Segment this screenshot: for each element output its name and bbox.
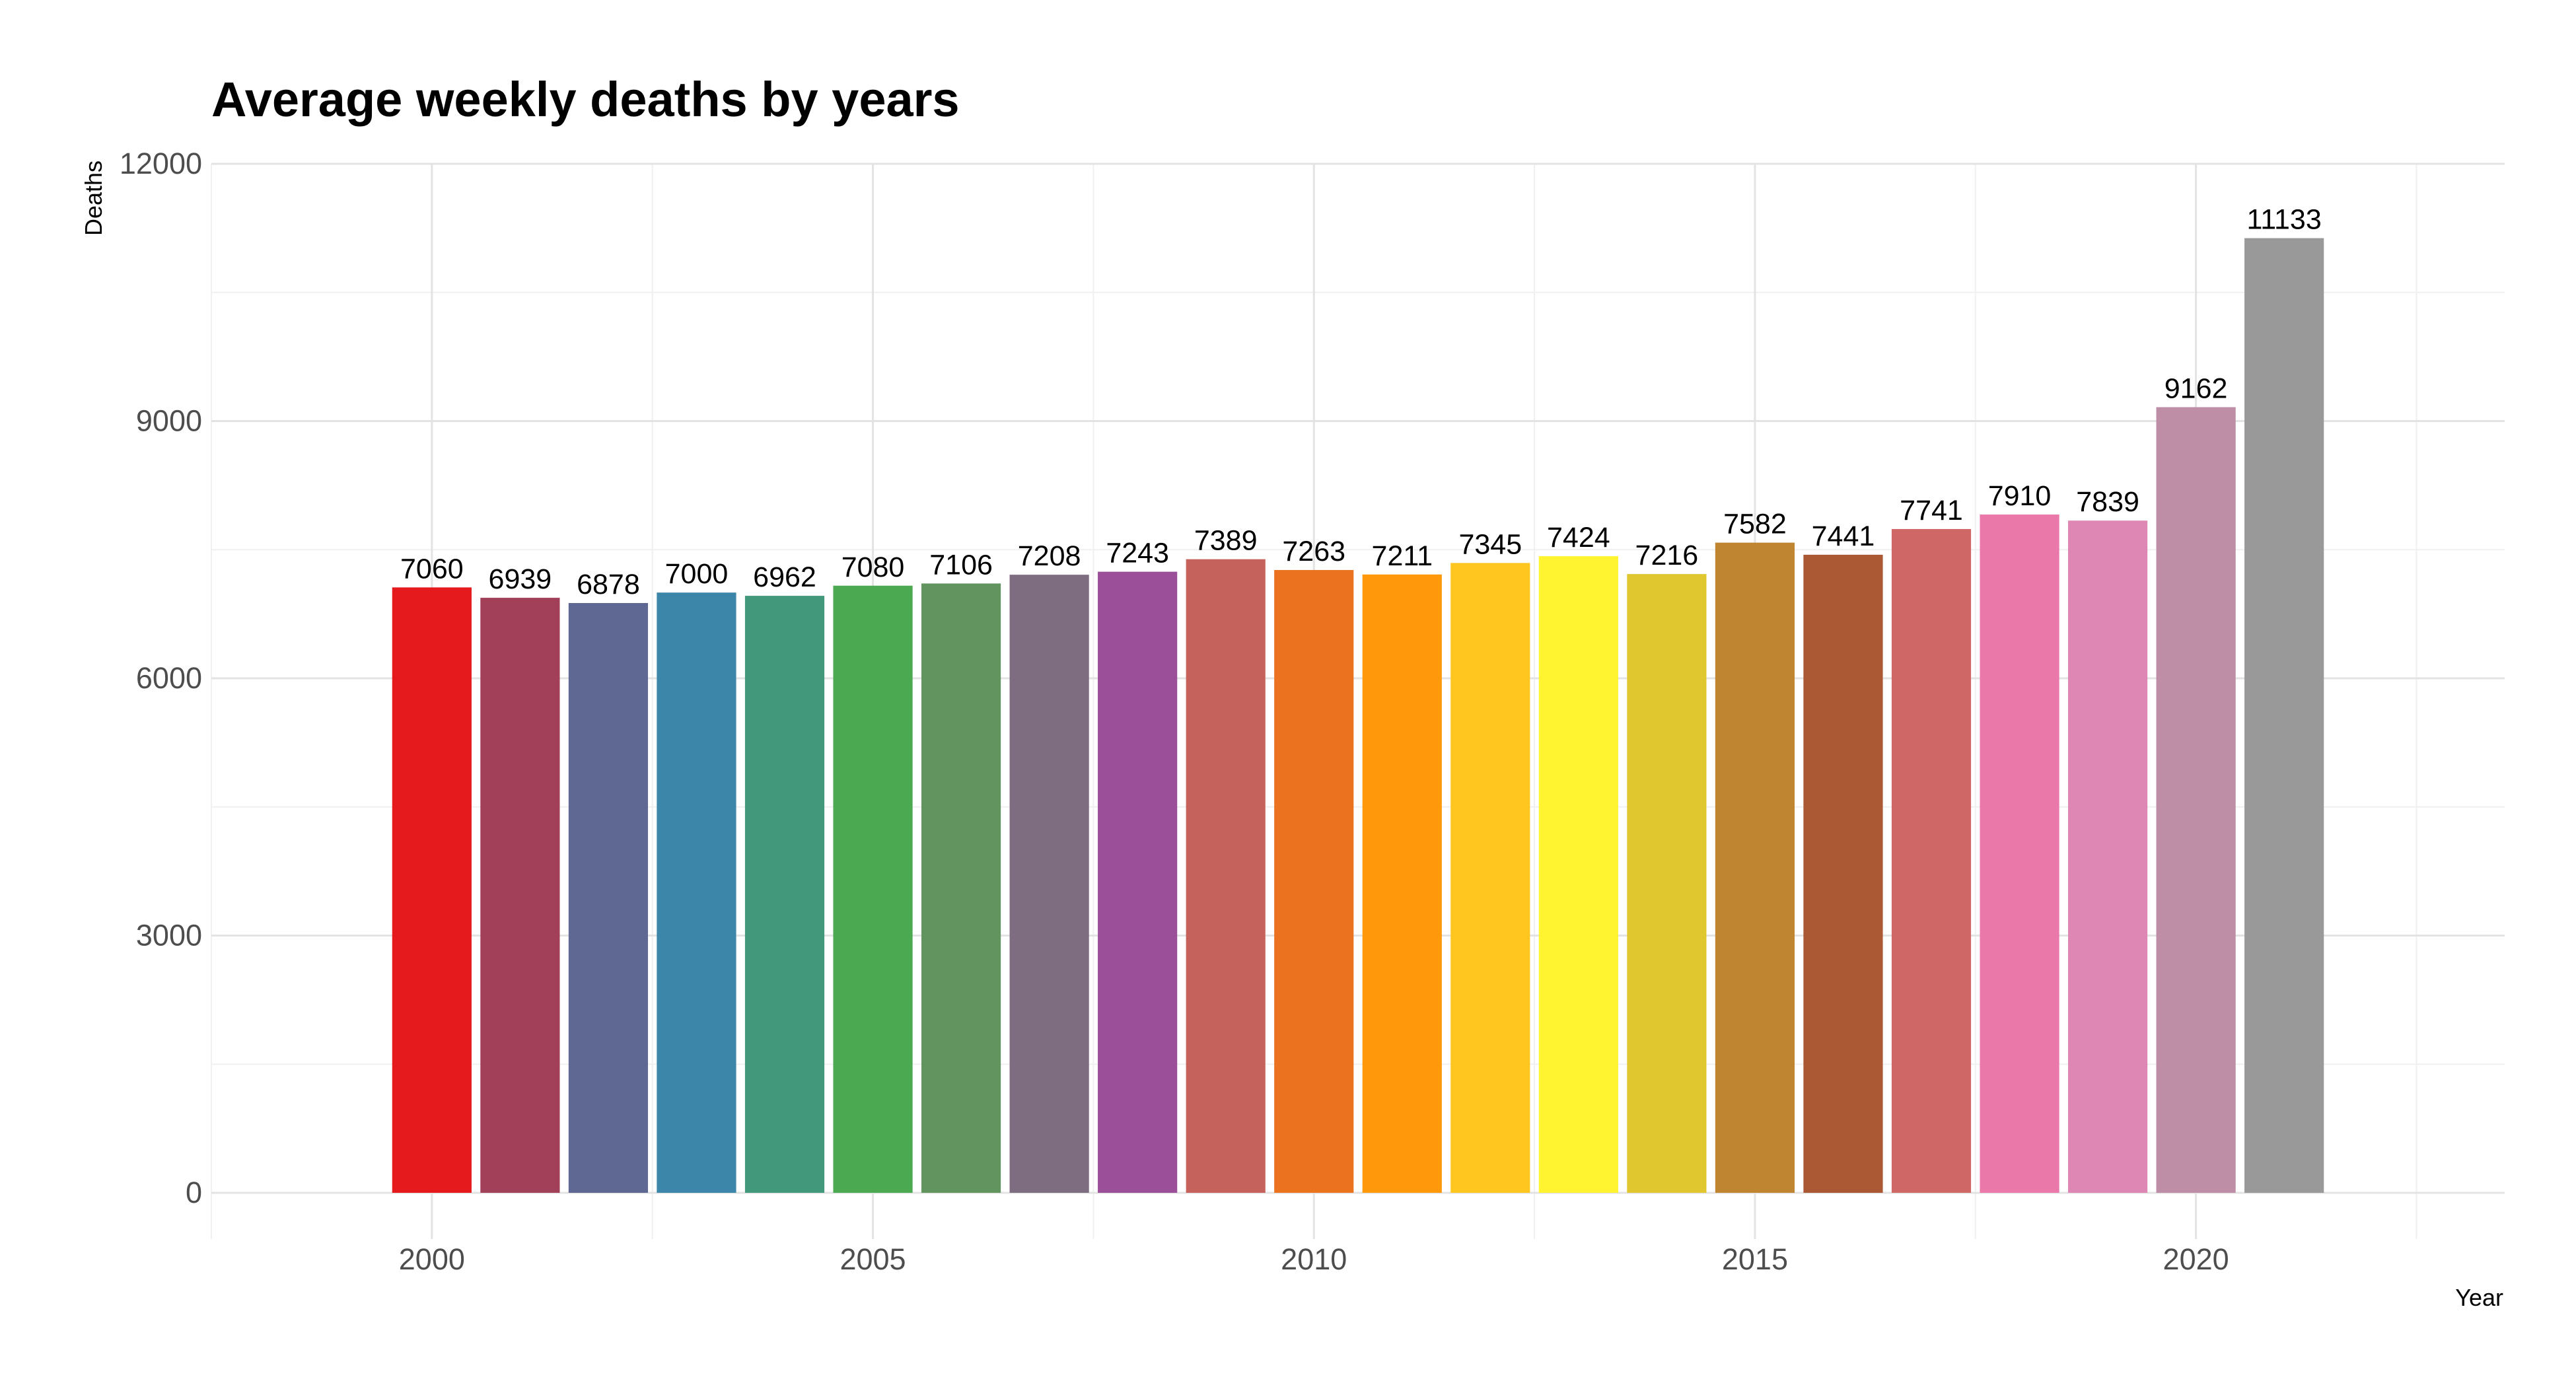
data-label-2001: 6939 — [489, 563, 552, 595]
x-tick-label-2010: 2010 — [1281, 1242, 1347, 1276]
data-label-2010: 7263 — [1282, 536, 1345, 567]
data-label-2018: 7910 — [1988, 480, 2052, 512]
bar-2006 — [921, 583, 1001, 1193]
x-tick-label-2005: 2005 — [840, 1242, 906, 1276]
bar-2018 — [1980, 515, 2059, 1193]
bar-2010 — [1274, 570, 1354, 1193]
chart-title: Average weekly deaths by years — [211, 72, 960, 127]
x-tick-label-2000: 2000 — [399, 1242, 465, 1276]
x-axis-title: Year — [2455, 1284, 2503, 1311]
bar-2008 — [1098, 571, 1178, 1193]
bar-2020 — [2156, 407, 2236, 1193]
data-label-2005: 7080 — [841, 551, 905, 583]
data-labels: 7060 6939 6878 7000 6962 7080 7106 7208 7243 7389… — [400, 204, 2322, 600]
data-label-2008: 7243 — [1106, 538, 1169, 569]
bar-2015 — [1715, 542, 1795, 1193]
y-axis-tick-labels: 0 3000 6000 9000 12000 — [120, 147, 202, 1209]
y-tick-label-0: 0 — [186, 1176, 202, 1209]
bar-2004 — [744, 596, 825, 1193]
data-label-2011: 7211 — [1372, 540, 1433, 572]
data-label-2009: 7389 — [1194, 525, 1258, 557]
data-label-2012: 7345 — [1458, 528, 1522, 560]
y-tick-label-3000: 3000 — [136, 919, 202, 952]
data-label-2003: 7000 — [665, 558, 729, 590]
bar-2017 — [1891, 528, 1972, 1193]
data-label-2014: 7216 — [1635, 540, 1699, 571]
y-tick-label-6000: 6000 — [136, 661, 202, 695]
y-tick-label-9000: 9000 — [136, 404, 202, 438]
data-label-2016: 7441 — [1812, 520, 1875, 552]
data-label-2004: 6962 — [753, 561, 816, 593]
bar-2014 — [1627, 574, 1707, 1193]
bar-2021 — [2244, 238, 2324, 1193]
data-label-2019: 7839 — [2076, 486, 2139, 518]
x-tick-label-2020: 2020 — [2163, 1242, 2229, 1276]
bar-2002 — [568, 603, 649, 1193]
bar-2007 — [1009, 575, 1089, 1193]
data-label-2002: 6878 — [577, 569, 640, 600]
x-tick-label-2015: 2015 — [1722, 1242, 1788, 1276]
bar-2019 — [2067, 520, 2148, 1193]
bar-2005 — [833, 585, 913, 1193]
bar-2000 — [392, 587, 472, 1193]
data-label-2017: 7741 — [1900, 495, 1963, 526]
data-label-2000: 7060 — [400, 553, 464, 585]
bar-2016 — [1803, 554, 1883, 1193]
x-axis-tick-labels: 2000 2005 2010 2015 2020 — [399, 1242, 2229, 1276]
y-tick-label-12000: 12000 — [120, 147, 202, 180]
data-label-2020: 9162 — [2165, 373, 2228, 404]
bar-2012 — [1450, 563, 1530, 1193]
bar-2009 — [1186, 559, 1266, 1193]
bar-2001 — [480, 598, 560, 1193]
bar-2011 — [1362, 574, 1442, 1193]
data-label-2015: 7582 — [1723, 509, 1787, 540]
data-label-2013: 7424 — [1547, 522, 1610, 553]
data-label-2007: 7208 — [1018, 540, 1081, 572]
bar-2013 — [1538, 556, 1618, 1193]
data-label-2006: 7106 — [929, 549, 993, 581]
data-label-2021: 11133 — [2247, 204, 2322, 236]
y-axis-title: Deaths — [80, 160, 107, 236]
bars — [392, 238, 2324, 1193]
bar-2003 — [657, 592, 736, 1193]
